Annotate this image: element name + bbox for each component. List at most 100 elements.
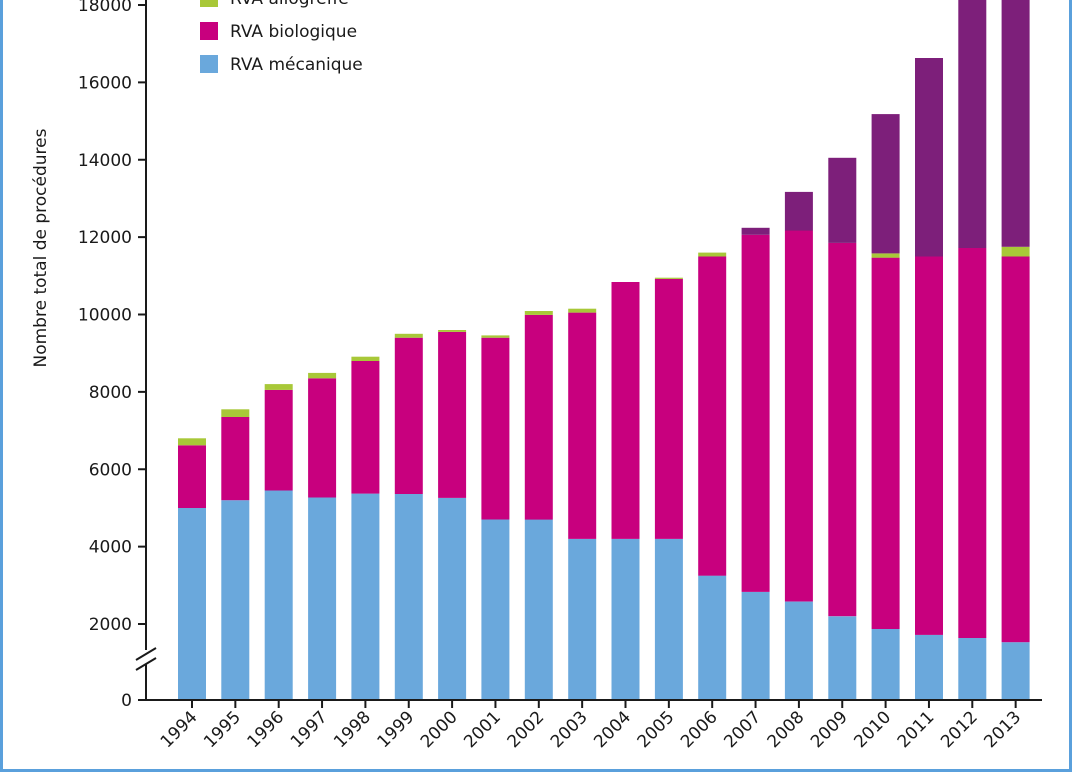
bar-rva-biologique-2006	[698, 256, 727, 576]
y-axis-title: Nombre total de procédures	[31, 128, 51, 367]
x-tick-label: 2009	[807, 707, 852, 752]
bar-series-3-2013	[1001, 0, 1030, 247]
bar-rva-mécanique-1998	[351, 493, 380, 700]
x-tick-label: 2002	[504, 707, 549, 752]
bar-series-3-2011	[915, 58, 943, 257]
legend: RVA allogreffe RVA biologique RVA mécaniqu…	[200, 0, 363, 75]
x-tick-label: 2000	[417, 707, 462, 752]
bar-rva-mécanique-2012	[958, 637, 987, 700]
bar-series-3-2012	[958, 0, 987, 248]
axis-break-mark	[135, 657, 157, 671]
x-tick-label: 1997	[287, 707, 332, 752]
bar-rva-biologique-2008	[784, 230, 813, 602]
legend-swatch	[200, 0, 218, 7]
bar-rva-biologique-2013	[1001, 256, 1030, 643]
bar-rva-allogreffe-2002	[524, 311, 553, 315]
y-tick-label: 10000	[78, 306, 132, 326]
legend-label: RVA mécanique	[230, 55, 363, 75]
bar-rva-allogreffe-2006	[698, 252, 727, 257]
bar-rva-allogreffe-1996	[264, 384, 293, 390]
bar-rva-mécanique-1994	[178, 507, 206, 700]
bar-rva-biologique-2004	[611, 282, 640, 539]
bar-rva-mécanique-2004	[611, 538, 640, 700]
bar-series-3-2009	[828, 157, 857, 243]
bar-rva-biologique-1999	[394, 337, 423, 494]
axis-break-mark	[135, 647, 157, 661]
bar-rva-biologique-2001	[481, 337, 510, 520]
bar-rva-mécanique-2007	[741, 591, 770, 700]
bar-rva-biologique-1996	[264, 389, 293, 491]
x-tick-label: 2012	[937, 707, 982, 752]
bar-rva-allogreffe-1998	[351, 356, 380, 361]
bar-rva-allogreffe-2000	[438, 330, 467, 332]
bar-rva-biologique-2009	[828, 242, 857, 617]
x-tick-label: 2011	[894, 707, 939, 752]
bar-rva-biologique-2000	[438, 331, 467, 498]
legend-label: RVA biologique	[230, 22, 357, 42]
bar-rva-mécanique-2003	[568, 538, 597, 700]
bar-rva-mécanique-2009	[828, 616, 857, 700]
bar-rva-biologique-2012	[958, 248, 987, 638]
x-tick-label: 2006	[677, 707, 722, 752]
bar-rva-mécanique-2000	[438, 497, 467, 700]
bar-rva-allogreffe-2003	[568, 308, 597, 313]
y-tick-label: 8000	[89, 383, 132, 403]
bar-rva-biologique-2005	[654, 278, 683, 539]
bar-rva-mécanique-2011	[915, 634, 943, 700]
bar-rva-biologique-2007	[741, 234, 770, 592]
bar-rva-allogreffe-2005	[654, 277, 683, 279]
x-tick-label: 1998	[330, 707, 375, 752]
bar-rva-mécanique-1996	[264, 490, 293, 700]
x-tick-label: 1995	[200, 707, 245, 752]
x-tick-label: 2001	[460, 707, 505, 752]
bar-rva-mécanique-2005	[654, 538, 683, 700]
x-tick-label: 2007	[720, 707, 765, 752]
y-tick-label: 14000	[78, 151, 132, 171]
y-tick-label: 6000	[89, 460, 132, 480]
x-tick-label: 2004	[590, 707, 635, 752]
bars-layer	[178, 0, 1030, 700]
bar-rva-mécanique-2010	[871, 629, 900, 700]
bar-rva-mécanique-1997	[308, 497, 337, 700]
bar-rva-allogreffe-2013	[1001, 246, 1030, 257]
bar-rva-biologique-2010	[871, 257, 900, 629]
bar-rva-mécanique-1999	[394, 494, 423, 700]
bar-rva-biologique-1998	[351, 360, 380, 494]
bar-rva-allogreffe-1997	[308, 372, 337, 379]
x-tick-label: 1999	[374, 707, 419, 752]
legend-label: RVA allogreffe	[230, 0, 349, 9]
bar-rva-mécanique-1995	[221, 500, 250, 700]
x-tick-label: 2010	[850, 707, 895, 752]
bar-rva-allogreffe-2010	[871, 253, 900, 258]
bar-rva-mécanique-2006	[698, 575, 727, 700]
bar-rva-allogreffe-1994	[178, 438, 206, 446]
x-tick-label: 2003	[547, 707, 592, 752]
bar-rva-allogreffe-2001	[481, 335, 510, 338]
bar-rva-biologique-1995	[221, 417, 250, 501]
bar-rva-biologique-2011	[915, 256, 943, 635]
x-tick-label: 2013	[980, 707, 1025, 752]
x-tick-label: 1994	[157, 707, 202, 752]
bar-series-3-2007	[741, 227, 770, 235]
y-tick-label: 12000	[78, 228, 132, 248]
bar-rva-mécanique-2001	[481, 519, 510, 700]
y-tick-label: 18000	[78, 0, 132, 16]
bar-rva-biologique-1994	[178, 445, 206, 508]
bar-series-3-2010	[871, 114, 900, 254]
bar-rva-biologique-2003	[568, 312, 597, 539]
y-tick-label: 2000	[89, 615, 132, 635]
x-tick-label: 1996	[244, 707, 289, 752]
y-tick-label: 0	[121, 691, 132, 711]
bar-rva-mécanique-2002	[524, 519, 553, 700]
x-tick-label: 2008	[764, 707, 809, 752]
bar-rva-biologique-1997	[308, 378, 337, 498]
bar-series-3-2008	[784, 191, 813, 231]
y-tick-label: 4000	[89, 538, 132, 558]
bar-rva-allogreffe-1999	[394, 333, 423, 338]
bar-rva-mécanique-2008	[784, 601, 813, 700]
legend-swatch	[200, 22, 218, 40]
bar-rva-allogreffe-1995	[221, 409, 250, 417]
bar-rva-mécanique-2013	[1001, 642, 1030, 700]
